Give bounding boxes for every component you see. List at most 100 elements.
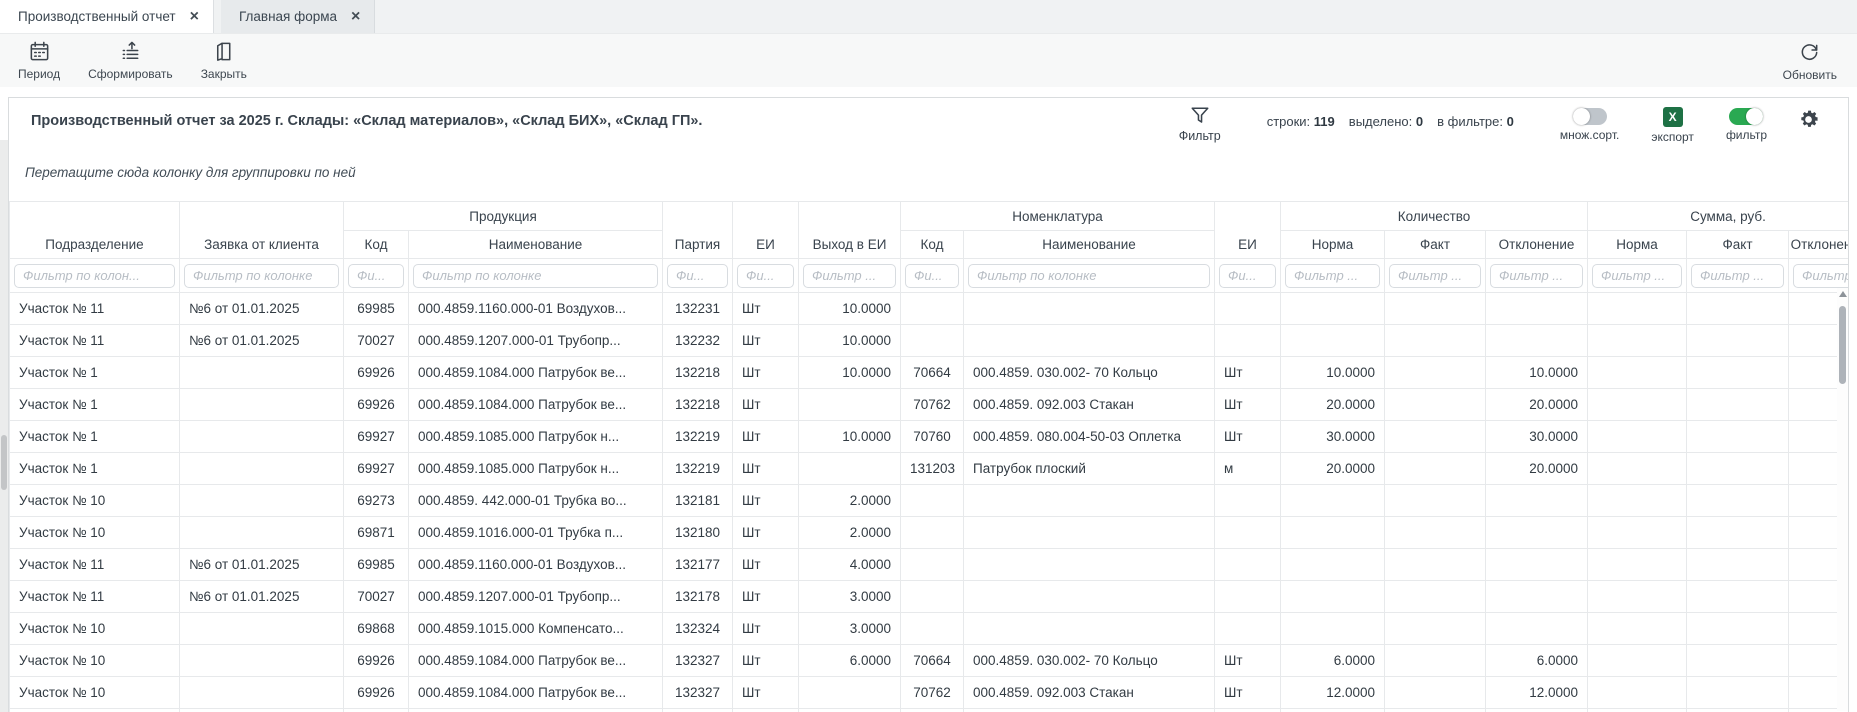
cell-nom_code [900, 516, 965, 549]
cell-division: Участок № 1 [9, 420, 180, 453]
tab-close-icon[interactable]: × [189, 7, 199, 25]
filter-button[interactable]: Фильтр [1179, 106, 1221, 143]
table-row[interactable]: Участок № 10 69926 000.4859.1084.000 Патру… [9, 644, 1848, 677]
tab-label: Производственный отчет [18, 9, 176, 24]
filter-input-sum_dev[interactable] [1793, 263, 1848, 288]
filter-input-unit_prod[interactable] [737, 263, 795, 288]
column-header-qty_fact[interactable]: Факт [1384, 230, 1487, 259]
filter-input-sum_fact[interactable] [1691, 263, 1785, 288]
table-row[interactable]: Участок № 11 №6 от 01.01.2025 70027 000.485… [9, 580, 1848, 613]
cell-request [179, 420, 344, 453]
left-scrollbar[interactable] [0, 140, 8, 712]
filter-input-nom_code[interactable] [905, 263, 960, 288]
cell-batch: 132232 [662, 324, 734, 357]
close-button[interactable]: Закрыть [201, 40, 247, 81]
column-header-unit_prod[interactable]: ЕИ [732, 201, 800, 259]
column-header-prod_name[interactable]: Наименование [407, 230, 664, 259]
cell-batch: 132327 [662, 644, 734, 677]
period-button[interactable]: Период [18, 40, 60, 81]
column-header-sum_fact[interactable]: Факт [1686, 230, 1790, 259]
cell-sum_fact [1686, 548, 1790, 581]
table-row[interactable]: Участок № 11 №6 от 01.01.2025 69985 000.485… [9, 292, 1848, 325]
column-header-division[interactable]: Подразделение [9, 201, 180, 259]
tab-close-icon[interactable]: × [351, 7, 361, 25]
cell-division: Участок № 10 [9, 516, 180, 549]
column-header-qty_dev[interactable]: Отклонение [1485, 230, 1589, 259]
cell-qty_dev [1485, 580, 1589, 613]
grid-scrollbar-thumb[interactable] [1839, 306, 1846, 384]
column-header-prod_code[interactable]: Код [343, 230, 409, 259]
table-row[interactable]: Участок № 1 69927 000.4859.1085.000 Патруб… [9, 452, 1848, 485]
cell-nom_code [900, 484, 965, 517]
cell-qty_norm [1280, 548, 1386, 581]
filter-input-nom_name[interactable] [968, 263, 1211, 288]
filter-input-qty_norm[interactable] [1285, 263, 1381, 288]
filter-input-request[interactable] [184, 263, 339, 288]
cell-output_units: 2.0000 [798, 516, 902, 549]
filter-input-qty_fact[interactable] [1389, 263, 1482, 288]
table-row[interactable]: Участок № 10 69273 000.4859. 442.000-01 Тр… [9, 484, 1848, 517]
column-header-sum_dev[interactable]: Отклонение [1788, 230, 1848, 259]
cell-unit_nom: Шт [1214, 708, 1282, 712]
column-group-header: Количество [1280, 201, 1589, 231]
filter-input-sum_norm[interactable] [1592, 263, 1683, 288]
cell-qty_dev [1485, 516, 1589, 549]
filter-input-prod_code[interactable] [348, 263, 404, 288]
column-header-batch[interactable]: Партия [662, 201, 734, 259]
table-row[interactable]: Участок № 11 №6 от 01.01.2025 69985 000.485… [9, 548, 1848, 581]
toolbar: Период Сформировать Закрыть Обновить [0, 34, 1857, 87]
scroll-up-arrow-icon[interactable] [1838, 291, 1847, 297]
column-header-output_units[interactable]: Выход в ЕИ [798, 201, 902, 259]
filter-input-output_units[interactable] [803, 263, 897, 288]
cell-unit_prod: Шт [732, 484, 800, 517]
column-header-nom_name[interactable]: Наименование [963, 230, 1216, 259]
table-row[interactable]: Участок № 10 69868 000.4859.1015.000 Компе… [9, 612, 1848, 645]
data-grid: Подразделение Заявка от клиента Продукция П… [9, 201, 1848, 712]
table-row[interactable]: Участок № 1 69927 000.4859.1085.000 Патруб… [9, 420, 1848, 453]
export-excel-button[interactable]: X экспорт [1651, 106, 1694, 144]
table-row[interactable]: Участок № 1 69926 000.4859.1084.000 Патруб… [9, 388, 1848, 421]
multisort-toggle[interactable]: множ.сорт. [1560, 108, 1619, 142]
filter-input-qty_dev[interactable] [1490, 263, 1584, 288]
settings-gear-icon[interactable] [1797, 108, 1820, 136]
filter-input-unit_nom[interactable] [1219, 263, 1277, 288]
cell-output_units [798, 388, 902, 421]
refresh-button[interactable]: Обновить [1783, 41, 1837, 82]
cell-qty_fact [1384, 356, 1487, 389]
toggle-on-icon[interactable] [1729, 108, 1764, 125]
filter-input-prod_name[interactable] [413, 263, 659, 288]
column-header-sum_norm[interactable]: Норма [1587, 230, 1688, 259]
cell-qty_fact [1384, 644, 1487, 677]
left-scrollbar-thumb[interactable] [1, 435, 7, 490]
cell-nom_code [900, 612, 965, 645]
filter-toggle[interactable]: фильтр [1726, 108, 1767, 142]
cell-qty_norm: 10.0000 [1280, 356, 1386, 389]
grid-vertical-scrollbar[interactable] [1837, 288, 1848, 711]
toggle-off-icon[interactable] [1572, 108, 1607, 125]
table-row[interactable]: Участок № 10 69926 000.4859.1084.000 Патру… [9, 676, 1848, 709]
cell-unit_prod: Шт [732, 612, 800, 645]
cell-nom_code: 70760 [900, 708, 965, 712]
group-by-drop-zone[interactable]: Перетащите сюда колонку для группировки … [9, 144, 1848, 201]
cell-division: Участок № 1 [9, 388, 180, 421]
filter-input-batch[interactable] [667, 263, 729, 288]
table-row[interactable]: Участок № 1 69926 000.4859.1084.000 Патруб… [9, 356, 1848, 389]
cell-batch: 132218 [662, 388, 734, 421]
filter-input-division[interactable] [14, 263, 175, 288]
cell-qty_dev: 20.0000 [1485, 452, 1589, 485]
generate-button[interactable]: Сформировать [88, 40, 173, 81]
table-row[interactable]: Участок № 11 №6 от 01.01.2025 70027 000.485… [9, 324, 1848, 357]
cell-batch: 132327 [662, 676, 734, 709]
column-header-nom_code[interactable]: Код [900, 230, 965, 259]
tab-main-form[interactable]: Главная форма × [220, 0, 376, 33]
column-header-request[interactable]: Заявка от клиента [179, 201, 344, 259]
table-row[interactable]: Участок № 10 69871 000.4859.1016.000-01 Тр… [9, 516, 1848, 549]
tab-label: Главная форма [238, 9, 337, 24]
tab-production-report[interactable]: Производственный отчет × [0, 0, 214, 33]
column-header-unit_nom[interactable]: ЕИ [1214, 201, 1282, 259]
cell-request [179, 612, 344, 645]
cell-qty_fact [1384, 676, 1487, 709]
column-header-qty_norm[interactable]: Норма [1280, 230, 1386, 259]
cell-sum_norm [1587, 356, 1688, 389]
